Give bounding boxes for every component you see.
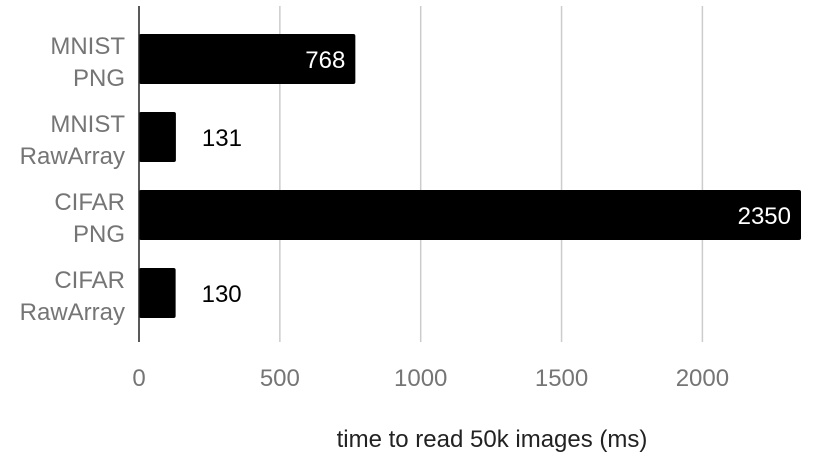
bar-3 xyxy=(139,268,176,318)
gridlines xyxy=(279,6,704,342)
bar-2 xyxy=(139,190,801,240)
category-label-0-line-0: MNIST xyxy=(50,33,125,60)
category-label-1-line-0: MNIST xyxy=(50,111,125,138)
category-label-2-line-1: PNG xyxy=(73,221,125,248)
category-label-0-line-1: PNG xyxy=(73,65,125,92)
data-label-0: 768 xyxy=(305,47,345,74)
x-axis-title: time to read 50k images (ms) xyxy=(337,426,648,452)
data-label-1: 131 xyxy=(202,125,242,152)
category-labels: MNIST PNG MNIST RawArray CIFAR PNG CIFAR RawArr… xyxy=(20,33,126,326)
data-label-3: 130 xyxy=(202,281,242,308)
x-tick-label-0: 0 xyxy=(132,365,145,392)
data-label-2: 2350 xyxy=(738,203,791,230)
x-tick-label-3: 1500 xyxy=(535,365,588,392)
x-tick-labels: 0 500 1000 1500 2000 xyxy=(132,365,729,392)
category-label-3-line-0: CIFAR xyxy=(54,267,125,294)
category-label-3-line-1: RawArray xyxy=(20,299,125,326)
x-tick-label-4: 2000 xyxy=(676,365,729,392)
bar-0 xyxy=(139,34,356,84)
x-tick-label-1: 500 xyxy=(260,365,300,392)
category-label-2-line-0: CIFAR xyxy=(54,189,125,216)
bar-1 xyxy=(139,112,176,162)
bars: 768 131 2350 130 xyxy=(139,34,801,318)
x-tick-label-2: 1000 xyxy=(394,365,447,392)
category-label-1-line-1: RawArray xyxy=(20,143,125,170)
